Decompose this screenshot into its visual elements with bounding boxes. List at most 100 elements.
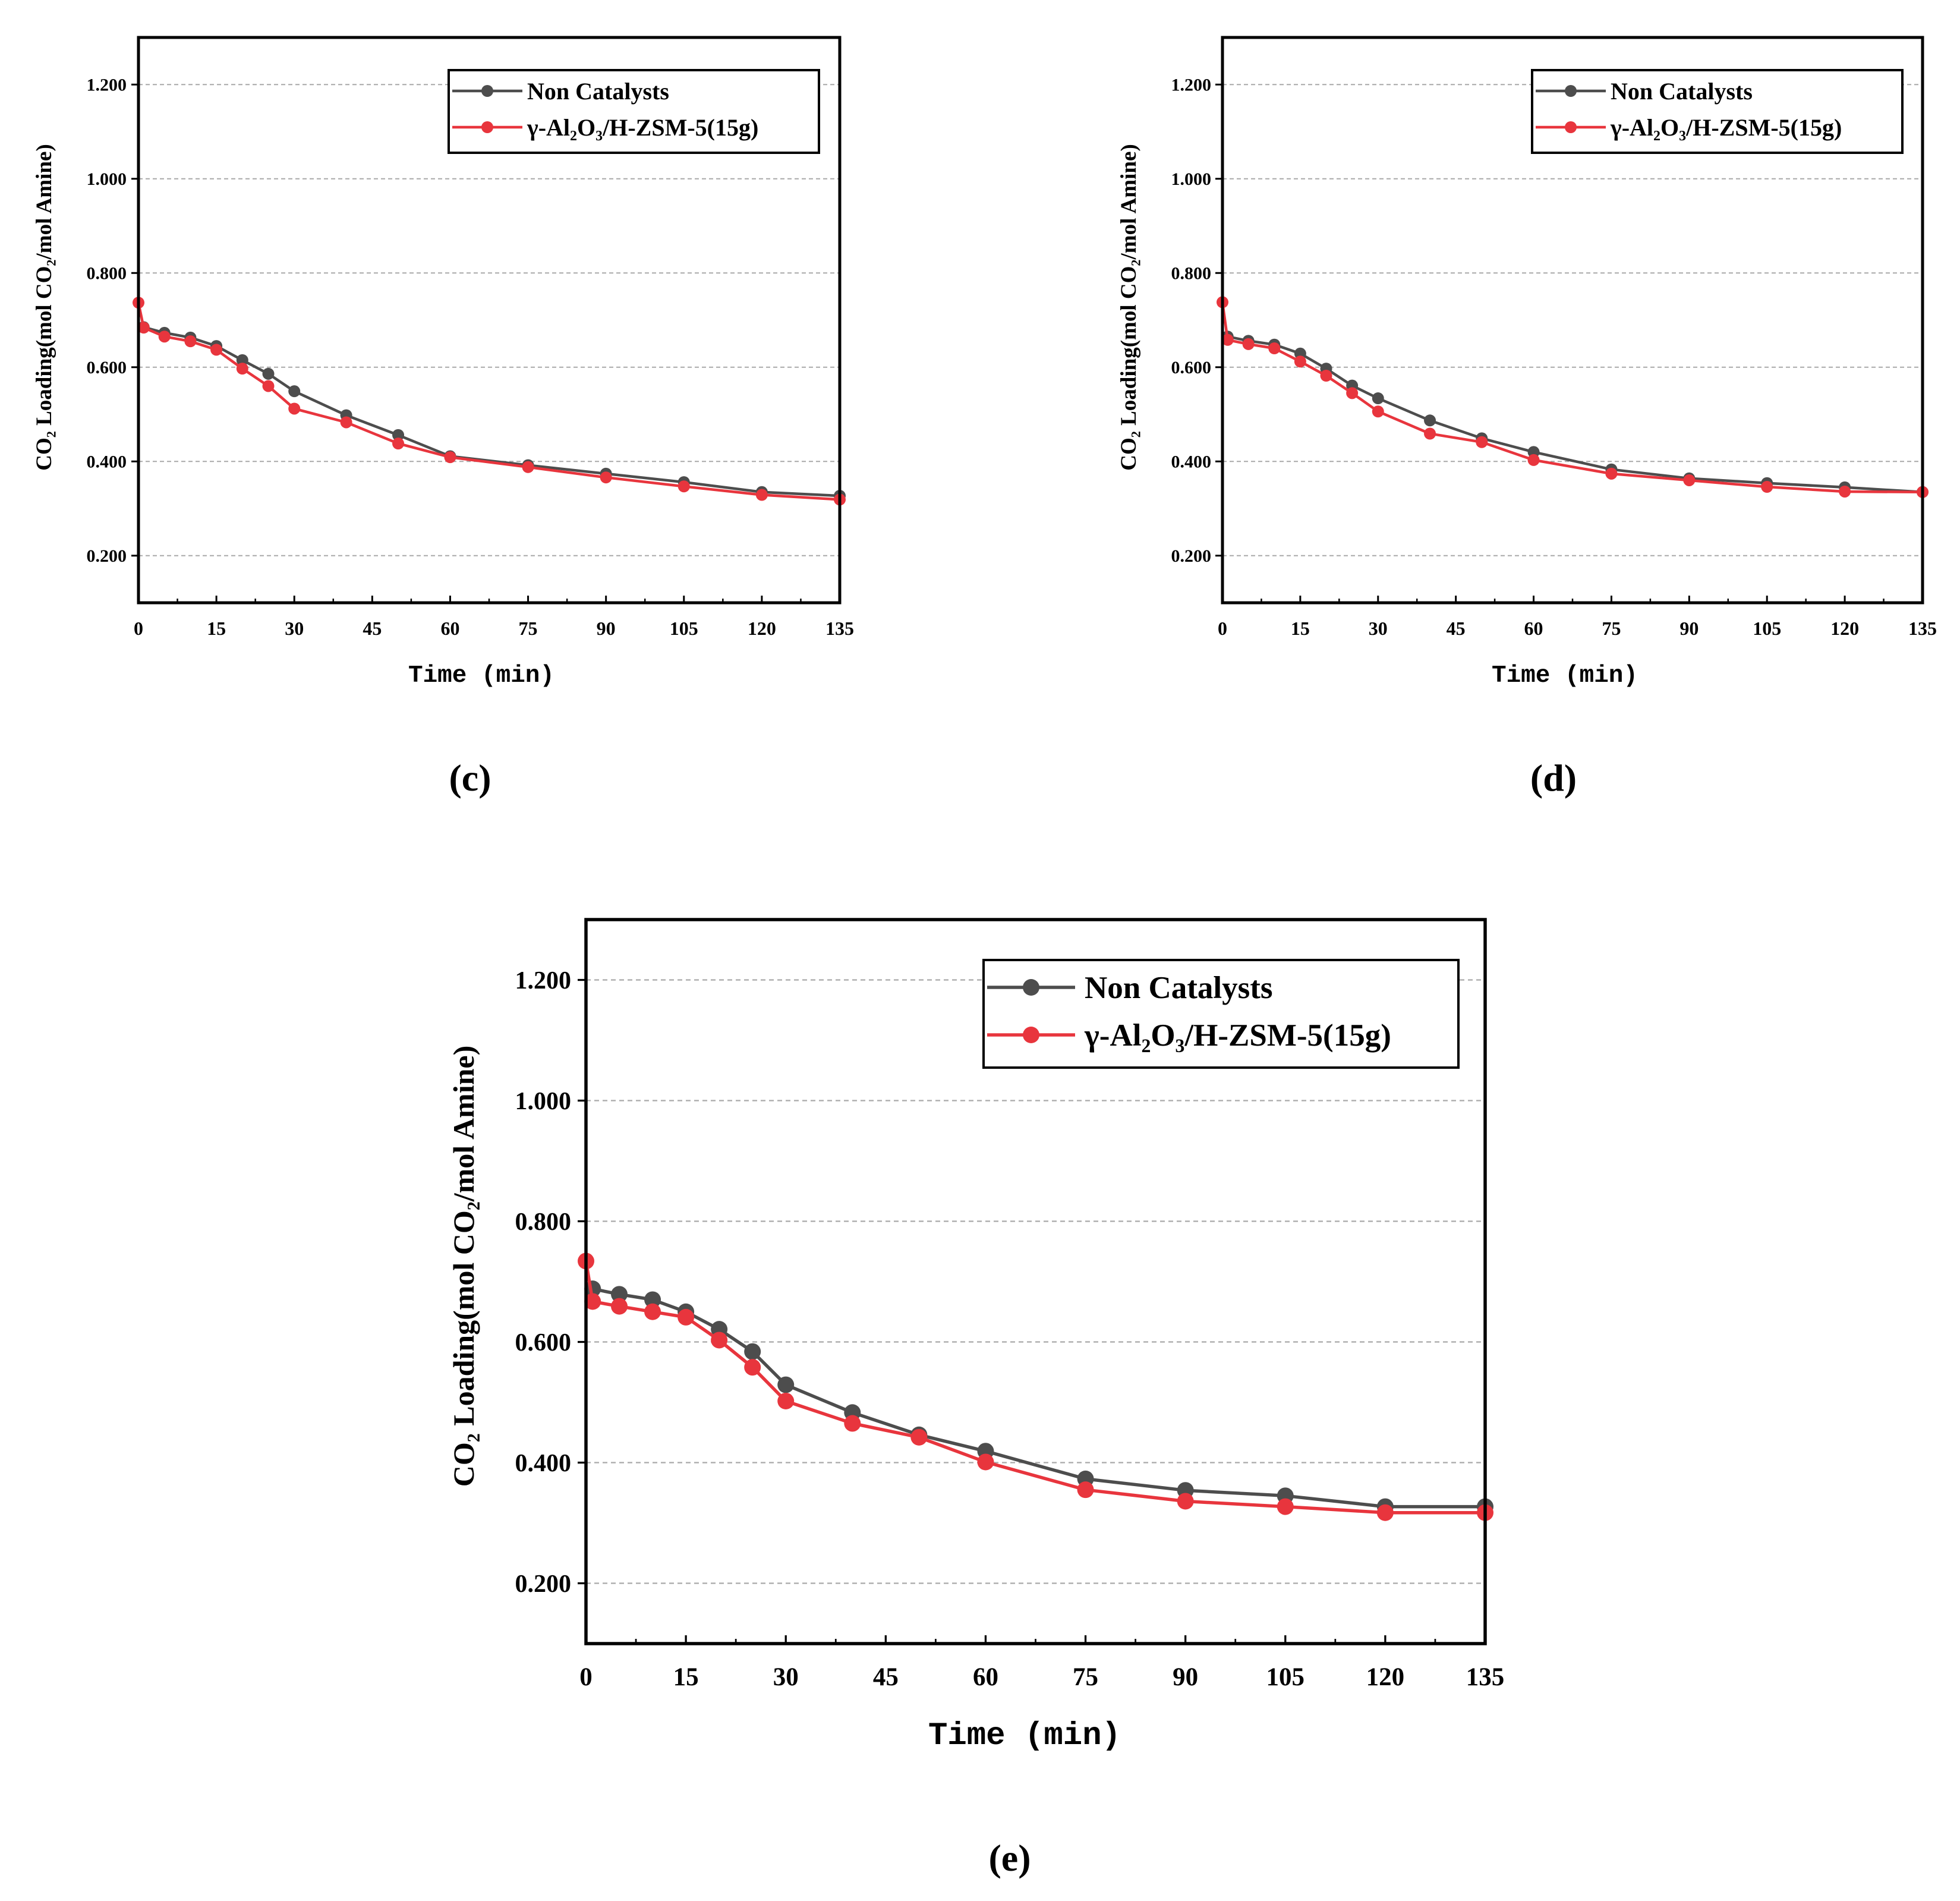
data-point-gamma-al2o3-h-zsm-5	[600, 471, 612, 484]
x-tick-label: 75	[1602, 618, 1621, 639]
panel-label: (c)	[449, 757, 491, 799]
y-tick-label: 1.200	[515, 967, 572, 994]
data-point-gamma-al2o3-h-zsm-5	[1320, 370, 1332, 382]
data-point-gamma-al2o3-h-zsm-5	[678, 480, 690, 493]
y-tick-label: 0.200	[515, 1570, 572, 1598]
data-point-gamma-al2o3-h-zsm-5	[755, 489, 768, 501]
x-tick-label: 45	[363, 618, 382, 639]
x-tick-label: 75	[1073, 1663, 1098, 1691]
data-point-gamma-al2o3-h-zsm-5	[158, 331, 171, 343]
legend-marker-non-catalysts	[481, 85, 493, 97]
plot-frame	[137, 36, 842, 605]
series-line-gamma-al2o3-h-zsm-5	[137, 302, 840, 501]
data-point-gamma-al2o3-h-zsm-5	[1242, 338, 1255, 350]
data-point-gamma-al2o3-h-zsm-5	[584, 1293, 601, 1310]
y-tick-label: 0.400	[1171, 452, 1212, 471]
data-point-gamma-al2o3-h-zsm-5	[1527, 454, 1540, 466]
legend: Non Catalysts γ-Al₂O₃/H-ZSM-5(15g)	[982, 959, 1460, 1069]
legend-label-non-catalysts: Non Catalysts	[1611, 78, 1753, 105]
x-tick-label: 45	[873, 1663, 899, 1691]
data-point-gamma-al2o3-h-zsm-5	[1268, 342, 1281, 355]
legend-box	[982, 959, 1460, 1069]
x-tick-label: 105	[1753, 618, 1781, 639]
x-tick-label: 90	[597, 618, 616, 639]
data-point-gamma-al2o3-h-zsm-5	[522, 461, 534, 473]
legend-label-gamma-al2o3-h-zsm-5: γ-Al₂O₃/H-ZSM-5(15g)	[1084, 1018, 1391, 1053]
data-point-gamma-al2o3-h-zsm-5	[611, 1298, 628, 1315]
x-tick-label: 105	[670, 618, 698, 639]
data-point-gamma-al2o3-h-zsm-5	[444, 451, 456, 464]
x-tick-label: 120	[1366, 1663, 1405, 1691]
x-tick-label: 60	[440, 618, 459, 639]
data-point-non-catalysts	[611, 1286, 628, 1303]
data-point-gamma-al2o3-h-zsm-5	[744, 1359, 761, 1376]
data-point-gamma-al2o3-h-zsm-5	[137, 322, 150, 334]
data-point-gamma-al2o3-h-zsm-5	[910, 1428, 928, 1446]
y-tick-label: 0.600	[515, 1329, 572, 1356]
data-point-gamma-al2o3-h-zsm-5	[184, 335, 197, 348]
legend-label-gamma-al2o3-h-zsm-5: γ-Al₂O₃/H-ZSM-5(15g)	[527, 114, 758, 141]
legend-label-gamma-al2o3-h-zsm-5: γ-Al₂O₃/H-ZSM-5(15g)	[1610, 114, 1842, 141]
legend-marker-gamma-al2o3-h-zsm-5	[1023, 1027, 1039, 1043]
data-point-gamma-al2o3-h-zsm-5	[678, 1308, 695, 1326]
data-point-gamma-al2o3-h-zsm-5	[711, 1332, 728, 1349]
data-point-gamma-al2o3-h-zsm-5	[236, 363, 248, 375]
series-gamma-al2o3-h-zsm-5	[578, 1252, 1493, 1521]
y-tick-label: 0.800	[87, 263, 127, 283]
panel-label: (e)	[988, 1837, 1031, 1879]
data-point-non-catalysts	[262, 367, 275, 380]
series-line-gamma-al2o3-h-zsm-5	[1221, 302, 1923, 494]
x-tick-label: 15	[673, 1663, 699, 1691]
y-axis-label: CO₂ Loading(mol CO₂/mol Amine)	[1117, 144, 1141, 470]
y-tick-label: 0.600	[87, 358, 127, 377]
x-tick-label: 45	[1447, 618, 1466, 639]
series-gamma-al2o3-h-zsm-5	[133, 297, 846, 506]
data-point-non-catalysts	[288, 385, 301, 398]
data-point-gamma-al2o3-h-zsm-5	[392, 438, 405, 450]
data-point-non-catalysts	[1424, 414, 1436, 427]
data-point-gamma-al2o3-h-zsm-5	[210, 344, 223, 356]
data-point-gamma-al2o3-h-zsm-5	[1839, 485, 1851, 498]
data-point-gamma-al2o3-h-zsm-5	[1476, 436, 1488, 448]
data-point-non-catalysts	[392, 429, 405, 441]
x-tick-label: 15	[1291, 618, 1310, 639]
y-tick-label: 0.600	[1171, 358, 1212, 377]
x-tick-label: 135	[825, 618, 854, 639]
data-point-gamma-al2o3-h-zsm-5	[644, 1303, 661, 1320]
legend: Non Catalysts γ-Al₂O₃/H-ZSM-5(15g)	[1531, 69, 1904, 154]
data-point-gamma-al2o3-h-zsm-5	[1376, 1504, 1394, 1521]
data-point-gamma-al2o3-h-zsm-5	[288, 402, 301, 415]
legend-marker-non-catalysts	[1565, 85, 1577, 97]
data-point-non-catalysts	[644, 1291, 661, 1308]
data-point-gamma-al2o3-h-zsm-5	[777, 1392, 795, 1409]
data-point-gamma-al2o3-h-zsm-5	[1372, 405, 1384, 418]
x-tick-label: 120	[748, 618, 776, 639]
x-axis-label: Time (min)	[408, 662, 554, 690]
y-tick-label: 1.000	[515, 1088, 572, 1115]
x-tick-label: 60	[1524, 618, 1543, 639]
data-point-gamma-al2o3-h-zsm-5	[1177, 1493, 1194, 1510]
y-tick-label: 1.200	[1171, 75, 1212, 95]
chart-d: 0.200 0.400 0.600 0.800 1.000 1.200 0 15 30 45 60 7…	[1117, 36, 1937, 799]
y-tick-label: 1.000	[1171, 169, 1212, 189]
y-axis-label: CO₂ Loading(mol CO₂/mol Amine)	[32, 144, 56, 470]
plot-frame	[1221, 36, 1924, 605]
panel-label: (d)	[1530, 757, 1577, 799]
data-point-non-catalysts	[236, 354, 248, 366]
x-tick-label: 135	[1908, 618, 1937, 639]
x-tick-label: 120	[1830, 618, 1859, 639]
series-line-gamma-al2o3-h-zsm-5	[584, 1261, 1485, 1515]
data-point-non-catalysts	[744, 1343, 761, 1360]
data-point-gamma-al2o3-h-zsm-5	[1277, 1498, 1294, 1515]
data-point-gamma-al2o3-h-zsm-5	[1683, 474, 1696, 486]
y-tick-label: 1.200	[87, 75, 127, 95]
x-tick-label: 0	[579, 1663, 593, 1691]
legend-marker-non-catalysts	[1023, 979, 1039, 996]
plot-frame	[584, 918, 1487, 1645]
data-point-non-catalysts	[777, 1376, 795, 1393]
y-tick-label: 0.800	[1171, 263, 1212, 283]
data-point-gamma-al2o3-h-zsm-5	[1346, 387, 1359, 399]
legend-label-non-catalysts: Non Catalysts	[527, 78, 669, 105]
x-tick-label: 30	[1369, 618, 1388, 639]
